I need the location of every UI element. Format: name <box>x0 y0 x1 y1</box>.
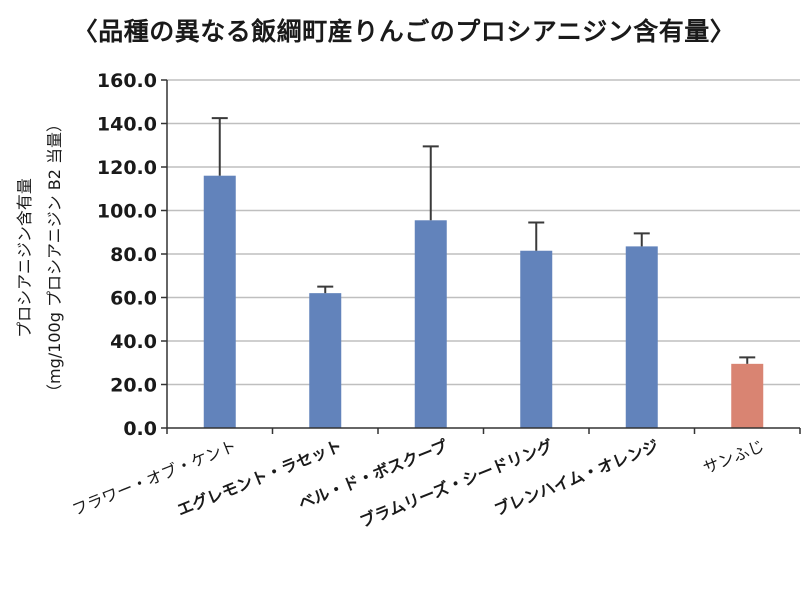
bar <box>731 363 764 428</box>
x-category-label: ブラムリーズ・シードリング <box>357 436 556 531</box>
axes <box>166 80 801 434</box>
y-axis-label: プロシアニジン含有量 （mg/100g プロシアニジン B2 当量） <box>15 116 64 400</box>
y-tick-label: 20.0 <box>110 375 157 397</box>
y-tick-label: 100.0 <box>97 201 157 223</box>
y-tick-label: 160.0 <box>97 70 157 92</box>
y-axis-title: プロシアニジン含有量 <box>15 178 34 338</box>
y-tick-label: 40.0 <box>110 331 157 353</box>
bar <box>203 175 236 428</box>
bars <box>203 117 764 428</box>
y-axis-unit: （mg/100g プロシアニジン B2 当量） <box>45 116 64 400</box>
bar <box>309 293 342 428</box>
y-tick-label: 0.0 <box>123 418 157 440</box>
y-tick-label: 60.0 <box>110 288 157 310</box>
bar <box>520 250 553 428</box>
y-tick-label: 120.0 <box>97 157 157 179</box>
bar <box>414 220 447 428</box>
bar <box>625 246 658 428</box>
chart-title: 〈品種の異なる飯綱町産りんごのプロシアニジン含有量〉 <box>72 17 736 46</box>
y-tick-labels: 0.0 20.0 40.0 60.0 80.0 100.0 120.0 140.0 160.0 <box>97 70 157 440</box>
x-category-label: フラワー・オブ・ケント <box>69 436 239 519</box>
x-category-labels: フラワー・オブ・ケントエグレモント・ラセットベル・ド・ボスクープブラムリーズ・シ… <box>69 436 766 531</box>
x-category-label: サンふじ <box>700 436 766 478</box>
gridlines <box>161 79 800 429</box>
y-tick-label: 80.0 <box>110 244 157 266</box>
y-tick-label: 140.0 <box>97 114 157 136</box>
